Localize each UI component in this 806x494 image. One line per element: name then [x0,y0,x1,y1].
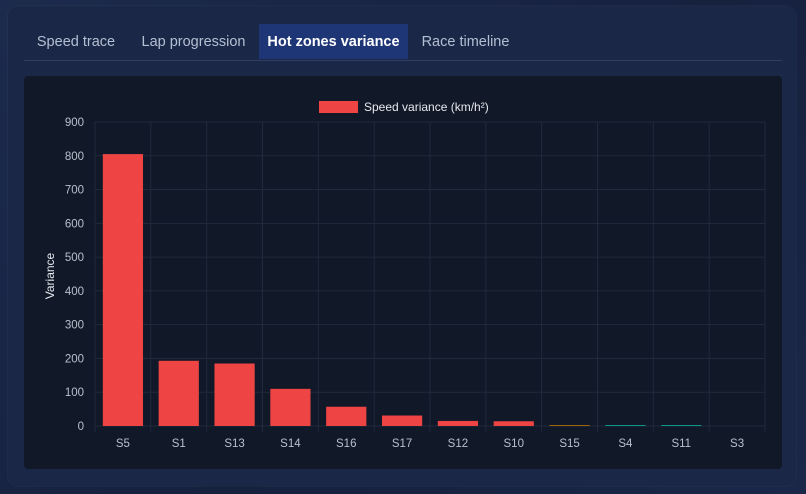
x-tick-label: S10 [504,438,524,450]
y-tick-label: 800 [65,151,84,163]
x-tick-label: S4 [618,438,633,450]
bar-s17[interactable] [381,415,423,426]
x-tick-label: S16 [336,438,356,450]
x-tick-label: S12 [448,438,468,450]
y-tick-label: 100 [65,387,84,399]
y-tick-label: 900 [65,117,84,129]
y-tick-label: 500 [65,252,84,264]
y-tick-label: 400 [65,286,84,298]
bar-s4[interactable] [605,425,646,426]
x-tick-label: S11 [671,438,691,450]
bar-s12[interactable] [437,420,479,426]
legend[interactable]: Speed variance (km/h²) [319,100,489,114]
x-tick-label: S15 [559,438,579,450]
bar-s10[interactable] [493,421,534,426]
bar-s11[interactable] [661,425,702,426]
x-tick-label: S5 [116,438,130,450]
bars [102,154,702,426]
chart-container: 0 100 200 300 400 500 600 700 800 900 S5 S1 S13 S14 S… [24,76,782,469]
bar-s5[interactable] [102,154,144,426]
tab-bar: Speed trace Lap progression Hot zones va… [24,24,782,61]
tab-speed-trace[interactable]: Speed trace [36,34,116,50]
bar-s13[interactable] [214,363,255,426]
y-tick-label: 200 [65,353,84,365]
x-tick-label: S17 [392,438,412,450]
y-axis-title: Variance [43,252,57,299]
tab-hot-zones-variance[interactable]: Hot zones variance [259,24,408,59]
x-tick-label: S1 [172,438,186,450]
y-tick-label: 600 [65,218,84,230]
tab-lap-progression[interactable]: Lap progression [141,34,246,50]
bar-s15[interactable] [549,425,590,426]
x-axis-ticks: S5 S1 S13 S14 S16 S17 S12 S10 S15 S4 S11 S3 [116,438,744,450]
x-tick-label: S13 [224,438,244,450]
bar-s14[interactable] [270,388,311,426]
y-tick-label: 300 [65,320,84,332]
bar-s1[interactable] [158,360,199,426]
grid-lines [94,121,766,432]
y-tick-label: 700 [65,185,84,197]
tab-race-timeline[interactable]: Race timeline [421,34,510,50]
x-tick-label: S3 [730,438,744,450]
y-tick-label: 0 [78,421,84,433]
x-tick-label: S14 [280,438,301,450]
legend-label: Speed variance (km/h²) [364,100,489,114]
legend-swatch [319,101,358,113]
bar-s16[interactable] [326,406,367,426]
y-axis-ticks: 0 100 200 300 400 500 600 700 800 900 [65,117,84,433]
